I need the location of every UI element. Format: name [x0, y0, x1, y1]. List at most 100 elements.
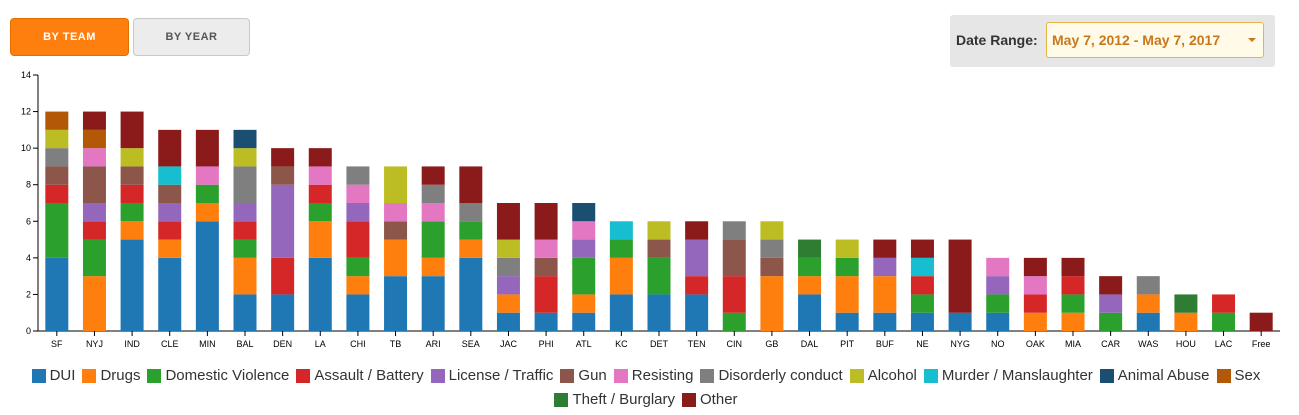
bar-segment	[384, 203, 408, 222]
legend-item: Theft / Burglary	[554, 388, 675, 412]
bar-segment	[873, 239, 897, 258]
bar-segment	[45, 166, 69, 185]
date-range-dropdown[interactable]: May 7, 2012 - May 7, 2017	[1046, 22, 1264, 58]
bar-segment	[421, 166, 445, 185]
bar-segment	[45, 129, 69, 149]
bar-segment	[82, 239, 106, 277]
legend-label: License / Traffic	[448, 367, 554, 384]
bar-segment	[233, 221, 257, 240]
x-tick-label: ATL	[576, 339, 592, 349]
bar-segment	[158, 184, 182, 203]
bar-segment	[948, 312, 972, 331]
y-tick-label: 12	[21, 107, 31, 117]
bar-segment	[910, 239, 934, 258]
bar-segment	[986, 312, 1010, 331]
bar-segment	[986, 294, 1010, 313]
bar-segment	[1061, 312, 1085, 331]
by-year-button[interactable]: BY YEAR	[133, 18, 250, 56]
y-tick-label: 10	[21, 143, 31, 153]
bar-segment	[722, 312, 746, 331]
bar-segment	[609, 257, 633, 295]
bar-segment	[572, 257, 596, 295]
date-range-panel: Date Range: May 7, 2012 - May 7, 2017	[950, 15, 1275, 67]
x-tick-label: IND	[124, 339, 140, 349]
legend-label: Resisting	[631, 367, 694, 384]
bar-segment	[120, 184, 144, 203]
legend-swatch	[31, 369, 46, 383]
bar-segment	[835, 239, 859, 258]
x-tick-label: BAL	[236, 339, 253, 349]
legend-label: Murder / Manslaughter	[941, 367, 1093, 384]
bar-segment	[233, 166, 257, 203]
x-tick-label: NYG	[950, 339, 970, 349]
bar-segment	[120, 148, 144, 167]
bar-segment	[685, 294, 709, 331]
bar-segment	[45, 148, 69, 167]
legend-swatch	[554, 393, 569, 407]
legend-swatch	[296, 369, 311, 383]
bar-segment	[910, 257, 934, 277]
x-tick-label: CIN	[727, 339, 743, 349]
bar-segment	[346, 276, 370, 295]
y-tick-label: 14	[21, 70, 31, 80]
bar-segment	[158, 129, 182, 167]
bar-segment	[195, 184, 219, 203]
bar-segment	[1023, 257, 1047, 277]
legend-item: Murder / Manslaughter	[923, 364, 1093, 388]
bar-segment	[421, 203, 445, 222]
bar-segment	[233, 257, 257, 295]
bar-segment	[233, 129, 257, 149]
legend-item: Sex	[1216, 364, 1261, 388]
x-tick-label: JAC	[500, 339, 518, 349]
bar-segment	[271, 148, 295, 167]
x-tick-label: PHI	[539, 339, 554, 349]
stacked-bar-chart: 0 2 4 6 8 10 12 14 SF NYJ IND CLE MIN BAL DEN LA CHI TB AR…	[21, 70, 1280, 349]
date-range-value: May 7, 2012 - May 7, 2017	[1052, 32, 1221, 48]
bar-segment	[384, 276, 408, 331]
legend-swatch	[1216, 369, 1231, 383]
bar-segment	[308, 148, 332, 167]
x-tick-label: NE	[916, 339, 929, 349]
y-tick-label: 2	[26, 289, 31, 299]
bar-segment	[534, 312, 558, 331]
legend-swatch	[147, 369, 162, 383]
bar-segment	[910, 276, 934, 295]
bar-segment	[195, 166, 219, 185]
bar-segment	[1061, 257, 1085, 277]
bar-segment	[1061, 276, 1085, 295]
bar-segment	[82, 166, 106, 203]
bar-segment	[346, 203, 370, 222]
bar-segment	[82, 148, 106, 167]
x-tick-label: Free	[1252, 339, 1271, 349]
bar-segment	[798, 294, 822, 331]
bar-segment	[346, 221, 370, 258]
bar-segment	[948, 239, 972, 313]
x-tick-label: CLE	[161, 339, 179, 349]
y-tick-label: 8	[26, 180, 31, 190]
bar-segment	[82, 129, 106, 149]
legend-swatch	[682, 393, 697, 407]
legend-swatch	[613, 369, 628, 383]
bar-segment	[609, 239, 633, 258]
bar-segment	[1249, 312, 1273, 331]
bar-segment	[496, 312, 520, 331]
bar-segment	[195, 129, 219, 167]
x-tick-label: CAR	[1101, 339, 1121, 349]
by-team-button[interactable]: BY TEAM	[10, 18, 129, 56]
x-tick-label: BUF	[876, 339, 895, 349]
bar-segment	[685, 221, 709, 240]
bar-segment	[572, 312, 596, 331]
bar-segment	[195, 203, 219, 222]
x-tick-label: DEN	[273, 339, 292, 349]
bar-segment	[120, 166, 144, 185]
chart-legend: DUI Drugs Domestic Violence Assault / Batte…	[0, 364, 1299, 412]
legend-label: Sex	[1234, 367, 1261, 384]
bar-segment	[760, 257, 784, 277]
bar-segment	[459, 239, 483, 258]
bar-segment	[496, 294, 520, 313]
x-tick-label: NYJ	[86, 339, 103, 349]
bar-segment	[722, 239, 746, 277]
bar-segment	[346, 166, 370, 185]
legend-item: Animal Abuse	[1099, 364, 1210, 388]
legend-swatch	[700, 369, 715, 383]
